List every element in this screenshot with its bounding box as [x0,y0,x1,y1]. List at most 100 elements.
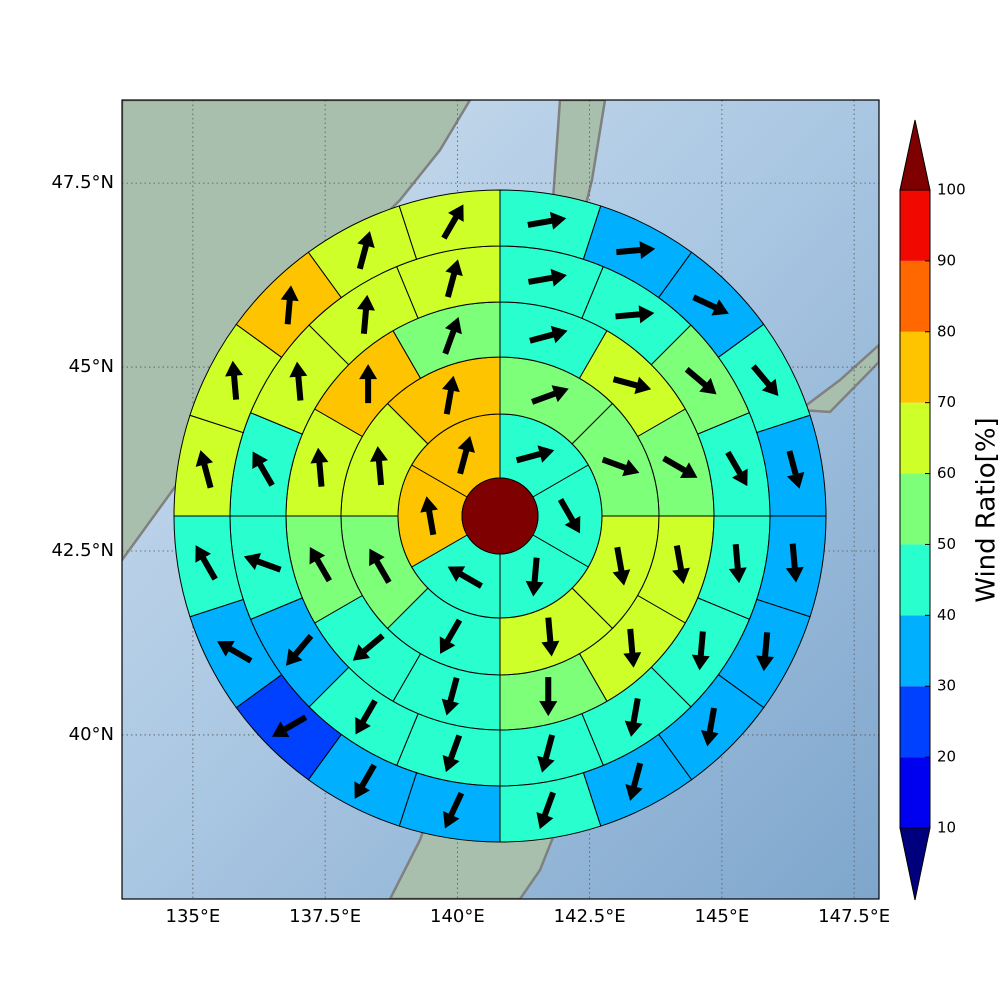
wind-arrow [195,450,214,489]
wind-arrow [195,545,218,581]
wind-arrow [624,697,643,737]
colorbar-tick-label: 30 [937,677,956,695]
wind-arrow [289,361,308,401]
land-kuril [796,343,879,414]
wind-arrow [370,446,388,486]
wind-arrow [601,456,640,477]
wind-arrow [515,445,555,464]
colorbar-segment [900,260,930,332]
wind-arrow [285,633,314,666]
colorbar-tick-label: 60 [937,464,956,482]
wind-arrow [662,455,698,479]
colorbar-extend-over [899,119,931,191]
wind-arrow [441,204,464,240]
wind-arrow [280,285,299,325]
wind-arrow [447,566,483,589]
colorbar-tick-label: 40 [937,606,956,624]
wind-arrow [751,364,779,397]
axes-frame [121,99,880,900]
wind-arrow [225,360,244,400]
x-tick-label: 142.5°E [554,906,626,927]
colorbar-tick-label: 80 [937,322,956,340]
wind-arrow [672,545,690,584]
wind-arrow [420,496,438,536]
colorbar-label: Wind Ratio[%] [972,417,1000,602]
y-tick-label: 45°N [69,356,114,377]
colorbar-segment [900,757,930,828]
wind-arrow [725,450,748,487]
wind-arrow [355,699,378,735]
colorbar-tick-label: 10 [937,819,956,837]
colorbar-frame [899,189,931,829]
wind-arrow [691,631,710,671]
wind-arrow [541,617,560,657]
wind-arrow [444,259,463,298]
wind-wheel [173,189,827,843]
colorbar-tick-label: 90 [937,251,956,269]
wind-arrow [309,546,332,583]
y-tick-label: 47.5°N [51,172,114,193]
colorbar-segment [900,331,930,403]
x-tick-label: 135°E [166,906,221,927]
y-tick-label: 40°N [69,724,114,745]
colorbar-segment [900,544,930,616]
wind-arrow [756,632,775,672]
wind-arrow [700,707,719,747]
colorbar-segment [900,615,930,687]
wind-arrow [625,762,644,801]
wind-arrow [356,231,375,270]
wind-arrow [357,294,375,334]
wind-arrow [525,557,544,597]
wind-arrow [271,714,308,738]
colorbar-segment [900,473,930,545]
wind-arrow [612,546,631,586]
y-tick-label: 42.5°N [51,540,114,561]
wind-arrow [728,544,747,584]
wind-arrow [537,734,556,773]
colorbar: 10 20 30 40 50 60 70 80 90 100 [899,119,966,901]
colorbar-tick-label: 50 [937,535,956,553]
wind-arrow [786,450,805,489]
colorbar-tick-label: 70 [937,393,956,411]
x-tick-label: 145°E [695,906,750,927]
wind-arrow [785,543,804,583]
colorbar-tick-label: 100 [937,181,966,199]
x-tick-label: 147.5°E [818,906,890,927]
wind-arrow [369,548,392,584]
wind-arrow [441,677,460,716]
wind-arrow [359,364,378,404]
wind-arrow [684,367,717,395]
x-tick-label: 140°E [430,906,485,927]
colorbar-segment [900,402,930,474]
wind-arrow [310,447,329,487]
wind-arrow [439,618,463,654]
wind-arrow [536,791,556,830]
wind-arrow [531,385,569,405]
colorbar-segment [900,686,930,758]
x-tick-label: 137.5°E [289,906,361,927]
center-disk [461,477,539,555]
wind-arrow [352,633,385,661]
wind-arrow [217,640,253,664]
wind-arrow [442,734,463,773]
wind-arrow [527,268,567,287]
wind-arrow [557,498,581,534]
wind-arrow [529,325,568,344]
wind-arrow [252,451,275,487]
colorbar-tick-label: 20 [937,748,956,766]
wind-arrow [616,241,656,260]
wind-arrow [692,294,729,316]
wind-arrow [527,211,567,230]
wind-arrow [443,791,465,829]
wind-arrow [615,305,655,324]
wind-arrow [457,436,475,475]
wind-arrow [354,763,377,799]
wind-arrow [623,628,642,668]
wind-arrow [442,317,462,355]
wind-arrow [539,677,558,717]
wind-arrow [442,375,460,415]
colorbar-segment [900,190,930,261]
wind-arrow [243,553,282,573]
